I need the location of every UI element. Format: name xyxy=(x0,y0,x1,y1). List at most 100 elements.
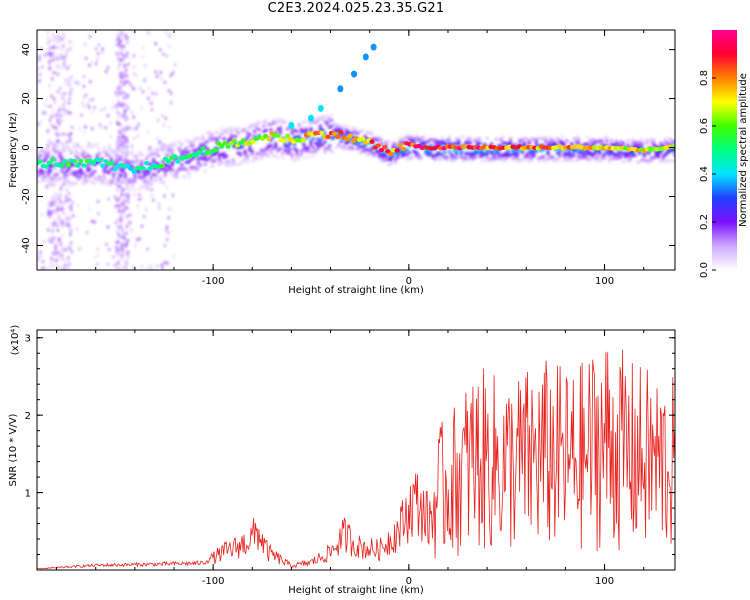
heatmap-cell xyxy=(166,146,170,150)
heatmap-cell xyxy=(346,125,350,129)
heatmap-cell xyxy=(368,149,372,153)
heatmap-cell xyxy=(314,141,318,145)
heatmap-cell xyxy=(659,159,663,163)
heatmap-cell xyxy=(159,48,162,52)
heatmap-cell xyxy=(250,149,254,153)
heatmap-cell xyxy=(614,139,618,143)
heatmap-cell xyxy=(132,265,135,269)
heatmap-cell xyxy=(61,234,64,238)
heatmap-cell xyxy=(509,143,513,147)
heatmap-cell xyxy=(570,155,574,159)
heatmap-cell xyxy=(588,157,592,161)
heatmap-cell xyxy=(128,213,132,217)
heatmap-cell xyxy=(255,126,259,130)
heatmap-cell xyxy=(217,158,221,162)
heatmap-cell xyxy=(302,143,306,147)
heatmap-cell xyxy=(51,179,55,183)
heatmap-cell xyxy=(137,151,141,155)
heatmap-cell xyxy=(168,144,172,148)
heatmap-cell xyxy=(54,167,57,171)
heatmap-cell xyxy=(117,50,120,54)
heatmap-cell xyxy=(342,144,346,148)
heatmap-cell xyxy=(666,159,670,163)
heatmap-cell xyxy=(466,158,470,162)
heatmap-cell xyxy=(586,152,590,156)
heatmap-cell xyxy=(610,142,614,146)
heatmap-cell xyxy=(140,159,144,163)
heatmap-cell xyxy=(69,232,72,236)
heatmap-cell xyxy=(128,160,132,164)
heatmap-cell xyxy=(605,150,609,154)
heatmap-cell xyxy=(328,148,332,152)
heatmap-cell xyxy=(58,105,62,109)
heatmap-cell xyxy=(72,144,76,148)
heatmap-cell xyxy=(54,202,58,206)
heatmap-cell xyxy=(135,126,138,130)
heatmap-cell xyxy=(95,153,99,157)
heatmap-cell xyxy=(130,110,134,114)
heatmap-cell xyxy=(574,140,578,144)
heatmap-cell xyxy=(304,149,308,153)
heatmap-cell xyxy=(39,119,43,123)
heatmap-cell xyxy=(126,152,130,156)
heatmap-cell xyxy=(405,135,409,139)
heatmap-cell xyxy=(109,158,113,162)
heatmap-cell xyxy=(88,155,92,159)
heatmap-cell xyxy=(506,149,510,153)
heatmap-cell xyxy=(565,158,569,162)
heatmap-cell xyxy=(593,139,597,143)
heatmap-cell xyxy=(155,264,159,268)
heatmap-cell xyxy=(79,175,83,179)
heatmap-cell xyxy=(55,208,59,212)
heatmap-cell xyxy=(61,246,64,250)
heatmap-cell xyxy=(640,158,644,162)
heatmap-cell xyxy=(94,62,98,66)
heatmap-cell xyxy=(393,151,397,155)
heatmap-cell xyxy=(119,174,123,178)
heatmap-cell xyxy=(229,136,233,140)
heatmap-cell xyxy=(171,193,175,197)
heatmap-cell xyxy=(119,218,122,222)
heatmap-cell xyxy=(130,144,134,148)
heatmap-peak xyxy=(100,163,106,168)
heatmap-cell xyxy=(253,159,257,163)
x-tick-label: 0 xyxy=(406,276,412,287)
heatmap-cell xyxy=(60,158,64,162)
heatmap-cell xyxy=(121,202,124,206)
heatmap-cell xyxy=(51,33,55,37)
heatmap-peak xyxy=(75,163,81,168)
heatmap-cell xyxy=(255,151,259,155)
heatmap-cell xyxy=(89,165,92,169)
heatmap-cell xyxy=(673,153,675,157)
heatmap-cell xyxy=(54,199,57,203)
heatmap-cell xyxy=(415,154,419,158)
heatmap-cell xyxy=(63,92,67,96)
heatmap-cell xyxy=(142,46,145,50)
heatmap-cell xyxy=(121,248,125,252)
heatmap-cell xyxy=(63,267,67,270)
heatmap-cell xyxy=(60,222,64,226)
heatmap-peak xyxy=(59,163,65,168)
heatmap-cell xyxy=(161,160,165,164)
heatmap-cell xyxy=(126,93,129,97)
heatmap-cell xyxy=(119,131,122,135)
heatmap-cell xyxy=(145,169,149,173)
heatmap-cell xyxy=(210,133,214,137)
heatmap-cell xyxy=(83,42,87,46)
heatmap-cell xyxy=(87,105,91,109)
heatmap-cell xyxy=(102,172,106,176)
heatmap-cell xyxy=(494,151,498,155)
heatmap-cell xyxy=(180,163,184,167)
heatmap-cell xyxy=(210,159,214,163)
heatmap-cell xyxy=(213,153,217,157)
heatmap-cell xyxy=(649,140,653,144)
heatmap-cell xyxy=(363,144,367,148)
heatmap-cell xyxy=(132,137,136,141)
heatmap-cell xyxy=(358,150,362,154)
heatmap-cell xyxy=(65,259,68,263)
heatmap-peak xyxy=(50,157,56,162)
heatmap-cell xyxy=(116,85,119,89)
heatmap-cell xyxy=(408,138,412,142)
heatmap-cell xyxy=(49,213,52,217)
heatmap-cell xyxy=(415,134,419,138)
